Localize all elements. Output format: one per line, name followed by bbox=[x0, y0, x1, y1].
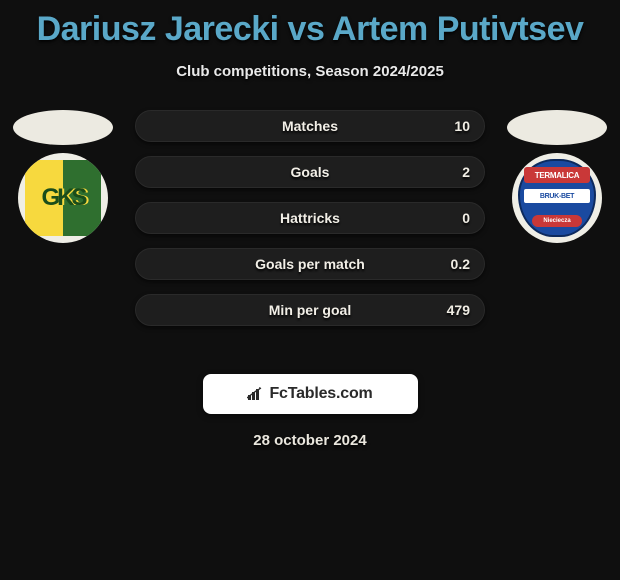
stat-label: Matches bbox=[282, 118, 338, 134]
stat-row-min-per-goal: Min per goal 479 bbox=[135, 294, 485, 326]
stat-label: Goals per match bbox=[255, 256, 365, 272]
stat-label: Hattricks bbox=[280, 210, 340, 226]
stat-row-goals: Goals 2 bbox=[135, 156, 485, 188]
footer-date: 28 october 2024 bbox=[0, 432, 620, 449]
comparison-panel: GKS TERMALICA BRUK-BET Nieciecza Matches… bbox=[0, 110, 620, 350]
subtitle: Club competitions, Season 2024/2025 bbox=[0, 63, 620, 80]
player-right-club-badge: TERMALICA BRUK-BET Nieciecza bbox=[512, 153, 602, 243]
gks-badge-text: GKS bbox=[41, 184, 84, 212]
termalica-top-text: TERMALICA bbox=[524, 167, 590, 183]
stat-value-right: 2 bbox=[462, 164, 470, 180]
gks-badge-icon: GKS bbox=[25, 160, 101, 236]
player-left: GKS bbox=[8, 110, 118, 243]
stat-value-right: 10 bbox=[454, 118, 470, 134]
player-left-avatar bbox=[13, 110, 113, 145]
brand-box[interactable]: FcTables.com bbox=[203, 374, 418, 414]
stat-row-goals-per-match: Goals per match 0.2 bbox=[135, 248, 485, 280]
player-right-avatar bbox=[507, 110, 607, 145]
termalica-badge-icon: TERMALICA BRUK-BET Nieciecza bbox=[518, 159, 596, 237]
stat-label: Goals bbox=[291, 164, 330, 180]
stat-value-right: 0 bbox=[462, 210, 470, 226]
stat-row-matches: Matches 10 bbox=[135, 110, 485, 142]
bar-chart-icon bbox=[247, 387, 265, 401]
stats-list: Matches 10 Goals 2 Hattricks 0 Goals per… bbox=[135, 110, 485, 326]
player-right: TERMALICA BRUK-BET Nieciecza bbox=[502, 110, 612, 243]
stat-row-hattricks: Hattricks 0 bbox=[135, 202, 485, 234]
termalica-mid-text: BRUK-BET bbox=[524, 189, 590, 203]
page-title: Dariusz Jarecki vs Artem Putivtsev bbox=[0, 0, 620, 49]
termalica-bottom-text: Nieciecza bbox=[532, 215, 582, 227]
stat-label: Min per goal bbox=[269, 302, 351, 318]
stat-value-right: 0.2 bbox=[451, 256, 470, 272]
stat-value-right: 479 bbox=[447, 302, 470, 318]
brand-text: FcTables.com bbox=[269, 385, 372, 403]
player-left-club-badge: GKS bbox=[18, 153, 108, 243]
